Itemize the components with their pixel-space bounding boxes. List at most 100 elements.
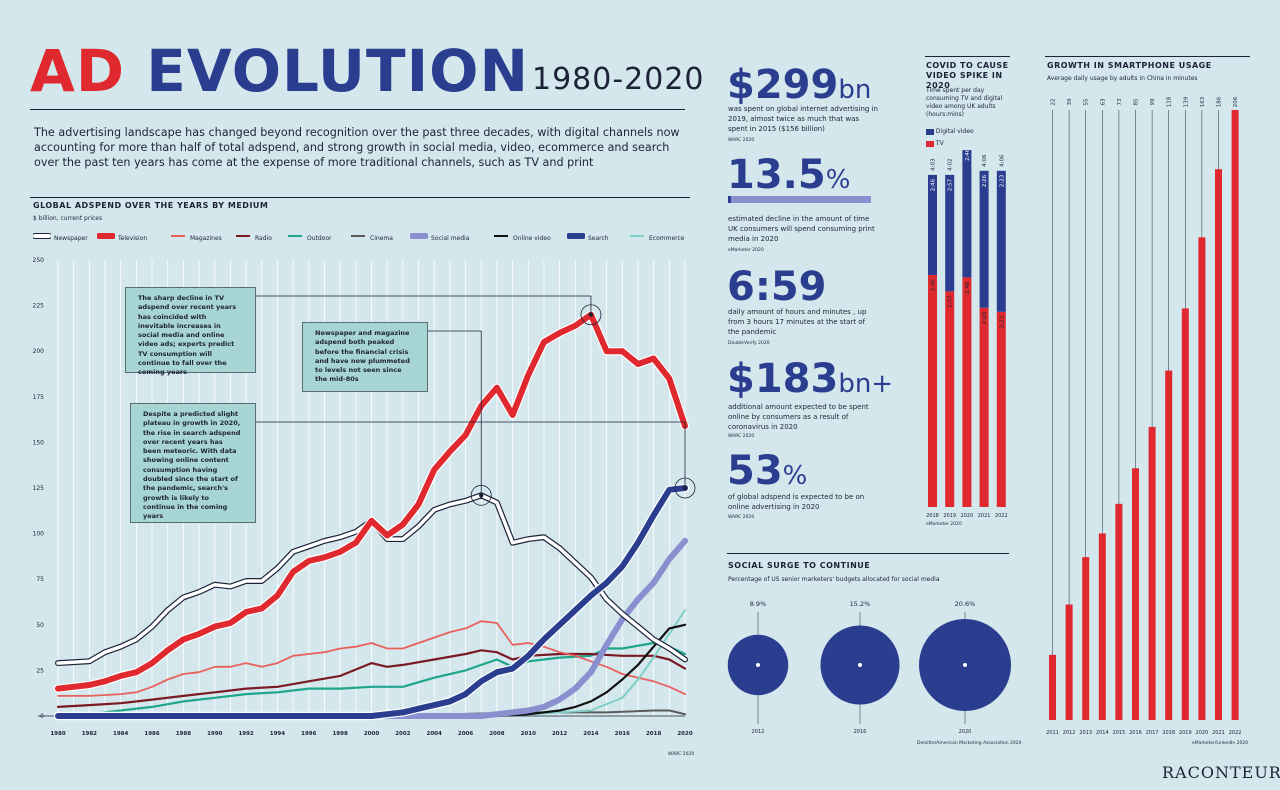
stat-value: 13.5% (727, 154, 850, 196)
tv-label: 2:07 (948, 295, 954, 308)
legend-swatch (288, 235, 302, 237)
covid-subtitle: Time spent per day consuming TV and digi… (926, 87, 1003, 118)
x-tick-label: 2014 (583, 731, 598, 737)
stat-value: 6:59 (727, 266, 827, 308)
total-label: 4:03 (931, 158, 937, 171)
value-label: 22 (1051, 99, 1057, 106)
title-evolution: EVOLUTION (146, 37, 530, 105)
highlight-ring (674, 477, 696, 499)
series-line-television (55, 311, 688, 692)
total-label: 4:06 (982, 154, 988, 167)
main-line-chart: 0 25 50 75 100 125 150 175 200 225 250 1980 1982 1984… (33, 257, 696, 737)
x-tick-label: 2016 (615, 731, 630, 737)
leader-line-search (256, 421, 686, 488)
x-tick-label: 1990 (207, 731, 222, 737)
x-tick-label: 2022 (995, 513, 1008, 519)
legend-swatch (630, 235, 644, 237)
main-chart-source: WARC 2020 (668, 752, 695, 757)
x-tick-label: 2019 (943, 513, 956, 519)
leader-line-tv (256, 295, 592, 315)
series-line-magazines (57, 620, 686, 697)
legend-tv: TV (926, 140, 944, 147)
x-tick-label: 2014 (1096, 730, 1109, 736)
y-tick-label: 175 (33, 394, 45, 401)
stat-value: 53% (727, 450, 807, 492)
smartphone-source: eMarketer/LinkedIn 2020 (1192, 741, 1249, 746)
legend-label: Magazines (190, 235, 222, 242)
x-tick-label: 2012 (552, 731, 567, 737)
legend-label: TV (935, 140, 944, 147)
usage-bar (1115, 503, 1123, 720)
x-tick-label: 2021 (978, 513, 991, 519)
legend-digital-video: Digital video (926, 128, 974, 135)
total-label: 4:02 (948, 159, 954, 171)
intro-text: The advertising landscape has changed be… (34, 126, 680, 169)
legend-swatch (566, 233, 586, 239)
stat-source: WARC 2020 (728, 434, 755, 439)
series-line-radio (56, 649, 687, 709)
value-label: 118 (1167, 96, 1173, 107)
bubble-center-dot (756, 663, 760, 667)
x-tick-label: 2019 (1179, 730, 1192, 736)
highlight-ring (580, 304, 602, 326)
usage-bar (1082, 557, 1090, 720)
legend-label: Ecommerce (649, 235, 685, 242)
series-line-search (55, 485, 688, 719)
digital-video-bar (945, 174, 955, 292)
legend-online-video: Online video (492, 232, 551, 242)
stat-source: WARC 2020 (728, 515, 755, 520)
bubble-value-label: 15.2% (850, 600, 871, 608)
legend-label: Digital video (935, 128, 974, 135)
legend-outdoor: Outdoor (286, 232, 332, 242)
legend-label: Outdoor (307, 235, 332, 242)
legend-swatch (171, 235, 185, 237)
usage-bar (1098, 533, 1106, 720)
brand-logo: RACONTEUR (1162, 763, 1280, 782)
x-tick-label: 1984 (113, 731, 128, 737)
series-line-social (55, 537, 688, 719)
legend-label: Search (588, 235, 609, 242)
legend-newspaper: Newspaper (32, 232, 88, 242)
legend-ecommerce: Ecommerce (628, 232, 684, 242)
divider (1045, 56, 1250, 57)
bubble-center-dot (963, 663, 967, 667)
legend-radio: Radio (234, 232, 272, 242)
digital-video-bar (979, 170, 989, 308)
legend-magazines: Magazines (169, 232, 222, 242)
x-tick-label: 2017 (1146, 730, 1159, 736)
digital-video-bar (962, 150, 972, 278)
usage-bar (1132, 468, 1139, 720)
highlight-ring (470, 484, 492, 506)
legend-swatch (96, 233, 116, 239)
y-tick-label: 150 (33, 439, 45, 446)
divider (925, 56, 1010, 57)
legend-swatch (494, 235, 508, 237)
smartphone-subtitle: Average daily usage by adults in China i… (1047, 75, 1198, 82)
y-tick-label: 75 (36, 576, 44, 583)
bubble-center-dot (858, 663, 862, 667)
stat-text: additional amount expected to be spent o… (728, 403, 869, 431)
social-bubble-chart: 8.9% 2012 15.2% 2016 20.6% 2020 (727, 600, 1011, 735)
x-tick-label: 2021 (1212, 730, 1225, 736)
legend-social: Social media (409, 232, 469, 242)
x-tick-label: 1988 (176, 731, 191, 737)
stat-source: eMarketer 2020 (728, 248, 764, 253)
stat-suffix: % (782, 461, 808, 491)
legend-cinema: Cinema (349, 232, 393, 242)
stat-text: estimated decline in the amount of time … (728, 215, 875, 243)
tv-label: 2:46 (965, 281, 971, 294)
x-tick-label: 2015 (1113, 730, 1126, 736)
stat-number: $183 (727, 356, 839, 402)
bubble-value-label: 20.6% (955, 600, 976, 608)
y-tick-label: 225 (33, 303, 45, 310)
bubble-value-label: 8.9% (750, 600, 767, 608)
y-tick-label: 125 (33, 485, 45, 492)
legend-search: Search (566, 232, 609, 242)
x-tick-label: 2011 (1046, 730, 1059, 736)
y-tick-label: 250 (33, 257, 45, 264)
title-years: 1980-2020 (532, 62, 705, 97)
annotation-tv: The sharp decline in TV adspend over rec… (125, 287, 256, 376)
x-tick-label: 1992 (238, 731, 253, 737)
tv-bar (996, 311, 1006, 507)
x-tick-label: 2008 (489, 731, 504, 737)
